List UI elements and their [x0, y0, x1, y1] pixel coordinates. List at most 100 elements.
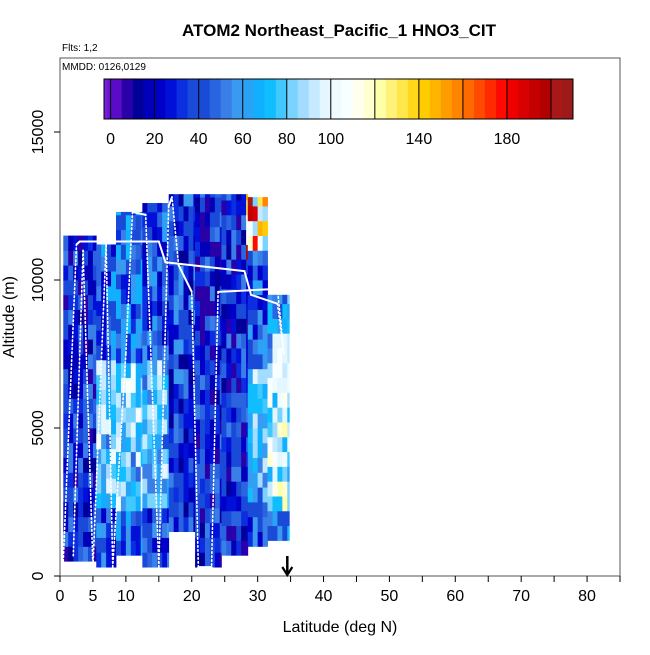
curtain-cell — [183, 413, 189, 429]
curtain-cell — [277, 377, 283, 393]
curtain-cell — [147, 448, 153, 464]
curtain-cell — [83, 487, 89, 503]
curtain-cell — [204, 552, 211, 568]
curtain-cell — [209, 345, 216, 361]
curtain-cell — [125, 525, 132, 541]
curtain-cell — [247, 487, 254, 503]
curtain-cell — [167, 374, 170, 390]
curtain-cell — [147, 433, 153, 450]
colorbar-swatch — [264, 79, 277, 119]
curtain-cell — [78, 457, 84, 473]
curtain-cell — [214, 345, 221, 361]
curtain-cell — [241, 407, 247, 423]
curtain-cell — [188, 428, 194, 444]
curtain-cell — [157, 448, 163, 464]
curtain-cell — [282, 525, 288, 541]
curtain-cell — [152, 211, 158, 228]
curtain-cell — [219, 478, 222, 494]
curtain-cell — [142, 359, 148, 376]
curtain-cell — [219, 448, 222, 464]
curtain-cell — [162, 345, 168, 361]
curtain-cell — [106, 345, 112, 361]
curtain-cell — [78, 235, 84, 251]
curtain-cell — [88, 428, 94, 444]
flight-track-segment — [250, 293, 279, 305]
curtain-cell — [262, 220, 268, 236]
curtain-cell — [221, 392, 227, 408]
curtain-cell — [183, 265, 189, 281]
curtain-cell — [231, 274, 237, 290]
curtain-cell — [236, 510, 242, 527]
curtain-cell — [193, 428, 196, 444]
curtain-cell — [157, 463, 163, 479]
curtain-cell — [96, 537, 102, 553]
curtain-cell — [214, 194, 221, 198]
curtain-cell — [241, 194, 247, 201]
curtain-cell — [262, 309, 268, 325]
curtain-cell — [231, 362, 237, 379]
curtain-cell — [246, 466, 249, 482]
curtain-cell — [209, 211, 216, 228]
curtain-cell — [152, 389, 158, 405]
curtain-cell — [287, 348, 290, 364]
curtain-cell — [236, 407, 242, 423]
flight-track-segment — [105, 243, 114, 568]
curtain-cell — [257, 516, 263, 532]
curtain-cell — [168, 457, 175, 473]
curtain-cell — [241, 466, 247, 482]
curtain-cell — [221, 318, 227, 334]
curtain-cell — [246, 200, 249, 216]
curtain-cell — [92, 457, 97, 473]
curtain-cell — [183, 472, 189, 488]
curtain-cell — [173, 502, 179, 518]
curtain-cell — [219, 507, 222, 524]
curtain-cell — [135, 422, 142, 438]
chart-title: ATOM2 Northeast_Pacific_1 HNO3_CIT — [182, 21, 497, 40]
curtain-cell — [204, 256, 211, 272]
curtain-cell — [219, 300, 222, 316]
curtain-cell — [157, 203, 163, 213]
curtain-cell — [120, 244, 127, 260]
curtain-cell — [246, 481, 249, 497]
curtain-cell — [272, 496, 278, 512]
curtain-cell — [92, 265, 97, 281]
curtain-cell — [200, 374, 206, 390]
curtain-cell — [193, 206, 196, 222]
curtain-cell — [257, 413, 263, 429]
curtain-cell — [135, 496, 142, 512]
curtain-cell — [221, 288, 227, 305]
flight-track-segment — [82, 249, 94, 568]
curtain-cell — [92, 428, 97, 444]
curtain-cell — [167, 404, 170, 420]
curtain-cell — [262, 383, 268, 399]
curtain-cell — [246, 194, 249, 201]
curtain-cell — [241, 510, 247, 527]
curtain-cell — [277, 451, 283, 467]
curtain-cell — [204, 522, 211, 538]
curtain-cell — [63, 280, 69, 296]
curtain-cell — [162, 226, 168, 242]
curtain-cell — [262, 265, 268, 281]
curtain-cell — [178, 398, 184, 414]
curtain-cell — [106, 552, 112, 568]
curtain-cell — [83, 442, 89, 458]
curtain-cell — [73, 354, 79, 370]
curtain-cell — [200, 285, 206, 302]
curtain-cell — [221, 200, 227, 216]
curtain-cell — [157, 300, 163, 316]
curtain-cell — [152, 271, 158, 287]
curtain-cell — [88, 413, 94, 429]
curtain-cell — [214, 211, 221, 228]
curtain-cell — [282, 348, 288, 364]
curtain-cell — [111, 478, 117, 494]
curtain-cell — [209, 448, 216, 464]
curtain-cell — [140, 303, 143, 319]
colorbar-frame — [103, 78, 574, 120]
curtain-cell — [236, 377, 242, 393]
curtain-cell — [200, 552, 206, 568]
curtain-cell — [236, 348, 242, 364]
curtain-cell — [63, 368, 69, 384]
curtain-cell — [214, 226, 221, 242]
curtain-cell — [92, 442, 97, 458]
curtain-cell — [135, 540, 142, 556]
